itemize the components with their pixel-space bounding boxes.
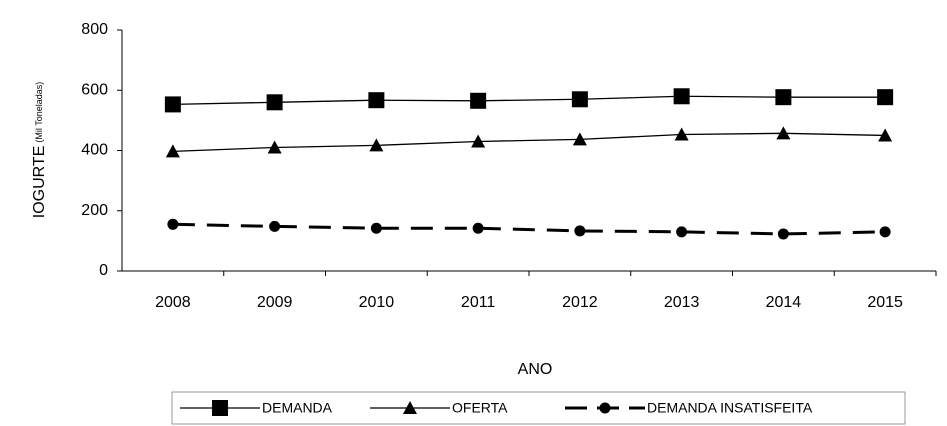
y-tick-label: 200	[81, 202, 108, 219]
x-tick-label: 2014	[766, 294, 802, 311]
data-point	[674, 127, 689, 141]
data-point	[470, 92, 487, 109]
data-point	[572, 132, 587, 146]
y-tick-label: 400	[81, 142, 108, 159]
y-tick-label: 0	[99, 262, 108, 279]
data-point	[370, 222, 382, 234]
data-point	[777, 228, 789, 240]
data-point	[571, 91, 588, 108]
data-point	[676, 226, 688, 238]
data-point	[776, 126, 791, 140]
y-tick-label: 800	[81, 21, 108, 38]
y-axis-label: IOGURTE (Mil Toneladas)	[31, 82, 48, 218]
data-point	[574, 225, 586, 237]
legend-label: OFERTA	[452, 400, 508, 416]
series-line	[172, 95, 886, 106]
data-point	[472, 222, 484, 234]
data-point	[267, 140, 282, 154]
x-tick-label: 2013	[664, 294, 700, 311]
data-point	[673, 88, 690, 105]
data-point	[368, 92, 385, 109]
legend-marker	[599, 402, 611, 414]
data-point	[369, 138, 384, 152]
data-point	[167, 218, 179, 230]
data-point	[878, 128, 893, 142]
data-point	[879, 226, 891, 238]
y-label-main: IOGURTE	[31, 146, 48, 219]
series-line	[172, 132, 886, 153]
y-tick-label: 600	[81, 81, 108, 98]
data-point	[471, 134, 486, 148]
legend-marker	[212, 400, 228, 416]
x-tick-label: 2012	[562, 294, 598, 311]
x-tick-label: 2009	[257, 294, 293, 311]
data-point	[877, 89, 894, 106]
legend-label: DEMANDA INSATISFEITA	[647, 400, 813, 416]
x-tick-label: 2011	[461, 294, 496, 311]
data-point	[164, 96, 181, 113]
data-point	[269, 220, 281, 232]
x-tick-label: 2010	[359, 294, 395, 311]
data-point	[266, 94, 283, 111]
legend-label: DEMANDA	[262, 400, 333, 416]
x-tick-label: 2015	[867, 294, 903, 311]
legend-marker	[403, 401, 417, 414]
data-point	[165, 144, 180, 158]
x-tick-label: 2008	[155, 294, 191, 311]
legend-box	[171, 391, 906, 425]
series-line	[172, 222, 886, 236]
data-point	[775, 89, 792, 106]
x-axis-label: ANO	[518, 361, 553, 378]
y-label-unit: (Mil Toneladas)	[34, 82, 44, 143]
